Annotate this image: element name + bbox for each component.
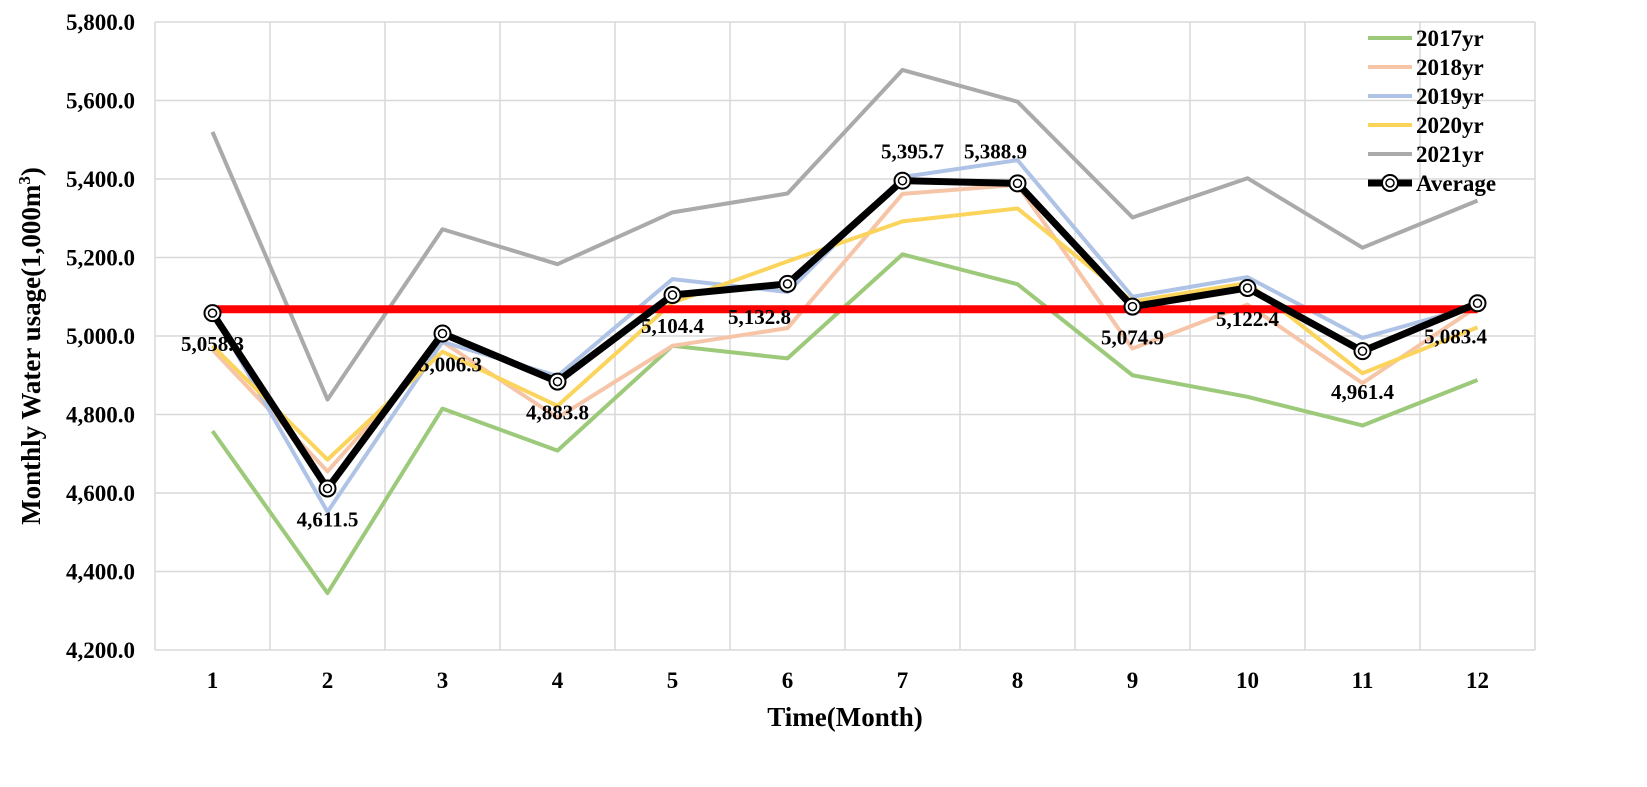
x-tick-label: 9 [1127, 668, 1139, 693]
y-tick-label: 5,400.0 [66, 167, 135, 192]
legend-label-2018yr: 2018yr [1416, 55, 1484, 80]
legend-label-2021yr: 2021yr [1416, 142, 1484, 167]
average-marker-inner [1012, 178, 1023, 189]
average-marker [433, 324, 452, 343]
y-tick-label: 5,600.0 [66, 89, 135, 114]
average-marker-inner [552, 376, 563, 387]
x-tick-label: 5 [667, 668, 679, 693]
y-axis-title-superscript: 3 [15, 176, 34, 185]
average-marker-inner [667, 290, 678, 300]
y-tick-label: 5,000.0 [66, 324, 135, 349]
y-tick-label: 4,400.0 [66, 560, 135, 585]
average-marker [203, 304, 222, 323]
y-tick-label: 5,200.0 [66, 246, 135, 271]
x-tick-label: 6 [782, 668, 794, 693]
average-marker [893, 171, 912, 190]
average-marker [1468, 294, 1487, 313]
x-tick-label: 7 [897, 668, 909, 693]
x-tick-label: 11 [1352, 668, 1374, 693]
series-line-2021yr [210, 67, 1479, 402]
x-axis-title: Time(Month) [767, 702, 923, 732]
legend-label-2019yr: 2019yr [1416, 84, 1484, 109]
average-marker-inner [897, 175, 908, 186]
x-tick-label: 3 [437, 668, 449, 693]
y-tick-label: 4,800.0 [66, 403, 135, 428]
average-marker-inner [782, 279, 793, 289]
average-marker [318, 479, 337, 498]
average-marker-inner [1242, 283, 1253, 293]
x-tick-label: 12 [1466, 668, 1489, 693]
average-marker-inner [207, 308, 218, 318]
data-label: 5,083.4 [1424, 324, 1488, 348]
data-label: 5,132.8 [728, 305, 791, 329]
y-axis-title-suffix: ) [16, 167, 46, 176]
legend-marker-inner [1385, 178, 1395, 188]
tick-layer: 4,200.0 4,400.0 4,600.0 4,800.0 5,000.0 5,200… [66, 10, 1489, 693]
legend-marker-Average [1381, 174, 1399, 192]
average-marker-inner [1357, 346, 1368, 356]
y-axis-title-main: Monthly Water usage(1,000m [16, 184, 46, 525]
y-tick-label: 5,800.0 [66, 10, 135, 35]
data-label: 5,122.4 [1216, 307, 1280, 331]
x-tick-label: 10 [1236, 668, 1259, 693]
average-marker-inner [322, 483, 333, 494]
y-axis-title: Monthly Water usage(1,000m3) [15, 167, 46, 525]
marker-layer [203, 171, 1487, 498]
data-label: 5,104.4 [641, 314, 705, 338]
average-marker-inner [1127, 301, 1138, 312]
y-tick-label: 4,200.0 [66, 638, 135, 663]
x-tick-label: 4 [552, 668, 564, 693]
data-label: 5,395.7 [881, 140, 944, 164]
x-tick-label: 8 [1012, 668, 1024, 693]
data-label: 5,006.3 [419, 353, 482, 377]
legend: 2017yr 2018yr 2019yr 2020yr 2021yr Average [1368, 26, 1496, 196]
average-marker [1238, 278, 1257, 297]
legend-label-2020yr: 2020yr [1416, 113, 1484, 138]
average-marker [663, 286, 682, 305]
average-marker [1353, 342, 1372, 361]
legend-label-Average: Average [1416, 171, 1496, 196]
data-label-layer: 5,058.3 4,611.5 5,006.3 4,883.8 5,104.4 5,132… [181, 139, 1488, 531]
data-label: 5,058.3 [181, 332, 244, 356]
average-marker-inner [437, 328, 448, 339]
data-label: 4,611.5 [297, 507, 359, 531]
legend-label-2017yr: 2017yr [1416, 26, 1484, 51]
average-marker [778, 274, 797, 293]
x-tick-label: 2 [322, 668, 334, 693]
series-layer [209, 67, 1479, 596]
average-marker [1008, 174, 1027, 193]
y-tick-label: 4,600.0 [66, 481, 135, 506]
average-marker [1123, 297, 1142, 316]
average-marker [548, 372, 567, 391]
data-label: 5,074.9 [1101, 326, 1164, 350]
data-label: 4,883.8 [526, 401, 589, 425]
data-label: 4,961.4 [1331, 380, 1395, 404]
series-line-Average [209, 177, 1479, 492]
x-tick-label: 1 [207, 668, 219, 693]
average-marker-inner [1472, 298, 1483, 309]
data-label: 5,388.9 [964, 139, 1027, 163]
